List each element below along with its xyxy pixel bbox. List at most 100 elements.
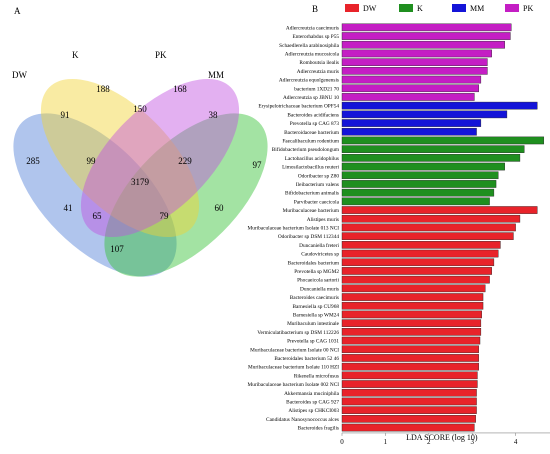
bar-label-muribaculaceae-bacterium-isolate-00-nci: Muribaculaceae bacterium Isolate 00 NCI bbox=[250, 347, 339, 353]
bar-odoribacter-sp-z80 bbox=[341, 171, 499, 180]
bar-label-duncaniella-muris: Duncaniella muris bbox=[300, 286, 339, 292]
venn-region-pk-mm: 38 bbox=[209, 110, 219, 120]
bar-candidatus-nanosynococcus-alces bbox=[341, 415, 476, 423]
venn-region-pk: 168 bbox=[173, 84, 187, 94]
bar-label-parvibacter-caecicola: Parvibacter caecicola bbox=[294, 199, 340, 205]
bar-parvibacter-caecicola bbox=[341, 197, 490, 206]
bar-prevotella-sp-cag-873 bbox=[341, 119, 482, 127]
venn-set-k-ellipse bbox=[40, 78, 200, 238]
venn-region-k-pk: 150 bbox=[133, 104, 147, 114]
venn-region-k: 188 bbox=[96, 84, 110, 94]
venn-set-dw-ellipse bbox=[13, 113, 177, 277]
x-axis: 0 1 2 3 4 LDA SCORE (log 10) bbox=[340, 432, 550, 446]
bar-label-bifidobacterium-animalis: Bifidobacterium animalis bbox=[285, 190, 339, 197]
bar-adlercreutzia-mucosicola bbox=[341, 49, 492, 58]
bar-phocaeicola-sartorii bbox=[341, 275, 490, 284]
bar-enterorhabdus-sp-p55 bbox=[341, 32, 511, 40]
bar-rikenella-microfusus bbox=[341, 371, 478, 380]
bar-muribaculaceae-bacterium-isolate-002-nci bbox=[341, 380, 478, 388]
legend-swatch-dw bbox=[345, 4, 359, 12]
bar-label-alistipes-muris: Alistipes muris bbox=[307, 217, 339, 223]
bar-bacteroides-acidifaciens bbox=[341, 110, 508, 119]
bar-label-muribaculaceae-bacterium-isolate-110-hzi: Muribaculaceae bacterium Isolate 110 HZI bbox=[248, 365, 339, 371]
venn-region-all: 3179 bbox=[131, 177, 150, 187]
bar-bacteroides-fragilis bbox=[341, 423, 475, 432]
bar-label-bifidobacterium-pseudolongum: Bifidobacterium pseudolongum bbox=[272, 146, 340, 153]
bar-ileibacterium-valens bbox=[341, 180, 497, 188]
venn-region-mm: 97 bbox=[253, 160, 263, 170]
venn-set-pk-ellipse bbox=[80, 78, 240, 238]
bar-label-adlercreutzia-equolgenensis: Adlercreutzia equolgenensis bbox=[279, 78, 339, 84]
legend-label-mm: MM bbox=[470, 4, 484, 13]
x-tick-label-1: 1 bbox=[384, 438, 388, 446]
bar-label-barnesiella-sp-cu968: Barnesiella sp CU968 bbox=[293, 304, 340, 310]
bar-alistipes-muris bbox=[341, 214, 521, 223]
bar-label-bacteroides-caecimuris: Bacteroides caecimuris bbox=[290, 295, 339, 301]
bar-muribaculaceae-bacterium-isolate-110-hzi bbox=[341, 362, 479, 371]
legend-label-pk: PK bbox=[523, 4, 533, 13]
bar-prevotella-sp-mgm2 bbox=[341, 267, 492, 275]
bar-bacteroides-caecimuris bbox=[341, 293, 484, 301]
bar-bacteroides-sp-cag-927 bbox=[341, 397, 477, 406]
venn-region-dw-pk: 41 bbox=[64, 203, 73, 213]
bar-label-schaedlerella-arabinosiphila: Schaedlerella arabinosiphila bbox=[279, 43, 340, 49]
bar-label-muribaculum-intestinale: Muribaculum intestinale bbox=[287, 321, 340, 327]
bar-bacteroidaceae-bacterium bbox=[341, 127, 477, 136]
bar-label-prevotella-sp-cag-873: Prevotella sp CAG 873 bbox=[290, 121, 340, 127]
bar-caudoviricetes-sp bbox=[341, 249, 499, 258]
venn-region-dw-k-mm: 79 bbox=[160, 211, 170, 221]
bar-label-caudoviricetes-sp: Caudoviricetes sp bbox=[301, 252, 339, 258]
x-tick-label-4: 4 bbox=[514, 438, 518, 446]
bar-bifidobacterium-animalis bbox=[341, 188, 495, 197]
bar-adlercreutzia-sp-jbnu-10 bbox=[341, 93, 475, 101]
bar-alistipes-sp-chkci003 bbox=[341, 406, 477, 414]
bar-label-adlercreutzia-muris: Adlercreutzia muris bbox=[297, 69, 339, 75]
bar-adlercreutzia-caecimuris bbox=[341, 23, 512, 32]
venn-region-k-pk-mm: 229 bbox=[178, 156, 192, 166]
bar-adlercreutzia-muris bbox=[341, 67, 488, 75]
bar-label-muribaculaceae-bacterium-isolate-002-nci: Muribaculaceae bacterium Isolate 002 NCI bbox=[248, 382, 340, 388]
venn-region-dw-k-pk: 99 bbox=[87, 156, 97, 166]
bar-label-bacteroidaceae-bacterium: Bacteroidaceae bacterium bbox=[284, 130, 340, 136]
bar-label-prevotella-sp-cag-1031: Prevotella sp CAG 1031 bbox=[287, 339, 339, 345]
venn-region-dw-k: 91 bbox=[61, 110, 70, 120]
bar-label-vermiculatibacterium-sp-dsm-112226: Vermiculatibacterium sp DSM 112226 bbox=[257, 330, 339, 336]
bar-label-adlercreutzia-sp-jbnu-10: Adlercreutzia sp JBNU 10 bbox=[283, 95, 339, 101]
bar-label-phocaeicola-sartorii: Phocaeicola sartorii bbox=[297, 278, 339, 284]
venn-region-dw-mm: 107 bbox=[110, 244, 124, 254]
lda-bar-labels: Adlercreutzia caecimuris Enterorhabdus sp… bbox=[248, 25, 340, 431]
bar-label-muribaculaceae-bacterium-isolate-013-nci: Muribaculaceae bacterium Isolate 013 NCI bbox=[248, 225, 340, 231]
venn-region-dw: 285 bbox=[26, 156, 40, 166]
bar-label-limosilactobacillus-reuteri: Limosilactobacillus reuteri bbox=[282, 165, 339, 171]
bar-label-bacteroides-acidifaciens: Bacteroides acidifaciens bbox=[287, 111, 339, 118]
bar-label-lactobacillus-acidophilus: Lactobacillus acidophilus bbox=[285, 156, 339, 162]
bar-bacteroidales-bacterium-52-46 bbox=[341, 354, 479, 362]
bar-vermiculatibacterium-sp-dsm-112226 bbox=[341, 328, 482, 336]
bar-duncaniella-freteri bbox=[341, 241, 501, 249]
bar-bacteroidales-bacterium bbox=[341, 258, 495, 267]
bar-label-bacteroidales-bacterium-52-46: Bacteroidales bacterium 52 46 bbox=[274, 356, 339, 362]
legend-swatch-k bbox=[399, 4, 413, 12]
bar-erysipelotrichaceae-bacterium-opf54 bbox=[341, 101, 538, 110]
bar-label-alistipes-sp-chkci003: Alistipes sp CHKCI003 bbox=[288, 408, 339, 414]
venn-diagram: DW K PK MM 285 188 168 97 91 150 38 99 2… bbox=[12, 50, 268, 277]
bar-label-bacteroides-fragilis: Bacteroides fragilis bbox=[298, 425, 339, 432]
legend-label-dw: DW bbox=[363, 4, 377, 13]
bar-label-duncaniella-freteri: Duncaniella freteri bbox=[299, 242, 339, 249]
bar-prevotella-sp-cag-1031 bbox=[341, 336, 481, 345]
bar-label-akkermansia-muciniphila: Akkermansia muciniphila bbox=[284, 391, 340, 397]
x-tick-label-3: 3 bbox=[470, 438, 474, 446]
bar-adlercreutzia-equolgenensis bbox=[341, 75, 482, 84]
bar-barnesiella-sp-wm24 bbox=[341, 310, 482, 319]
bar-bifidobacterium-pseudolongum bbox=[341, 145, 525, 153]
bar-label-muribaculaceae-bacterium: Muribaculaceae bacterium bbox=[283, 208, 340, 214]
bar-romboutsia-ilealis bbox=[341, 58, 488, 66]
bar-faecalibaculum-rodentium bbox=[341, 136, 545, 145]
bar-odoribacter-sp-dsm-112344 bbox=[341, 232, 514, 240]
bar-label-bacteroides-sp-cag-927: Bacteroides sp CAG 927 bbox=[286, 399, 339, 405]
bar-muribaculaceae-bacterium-isolate-013-nci bbox=[341, 223, 516, 232]
legend-label-k: K bbox=[417, 4, 423, 13]
bar-label-faecalibaculum-rodentium: Faecalibaculum rodentium bbox=[282, 138, 340, 144]
venn-set-mm-ellipse bbox=[104, 113, 268, 277]
